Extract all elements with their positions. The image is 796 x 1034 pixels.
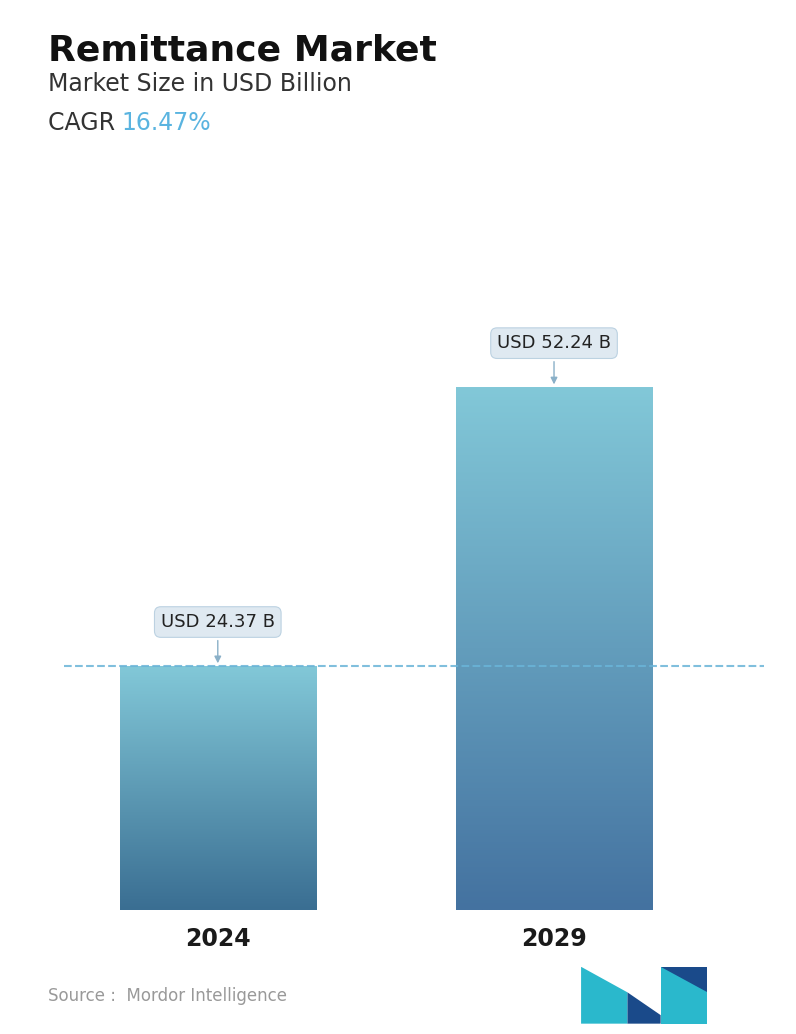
Text: USD 52.24 B: USD 52.24 B [497, 334, 611, 383]
Polygon shape [661, 967, 707, 993]
Text: Market Size in USD Billion: Market Size in USD Billion [48, 72, 352, 96]
Text: USD 24.37 B: USD 24.37 B [161, 613, 275, 662]
Polygon shape [581, 967, 627, 1024]
Polygon shape [627, 993, 661, 1024]
Text: 16.47%: 16.47% [122, 111, 212, 134]
Text: CAGR: CAGR [48, 111, 130, 134]
Text: Remittance Market: Remittance Market [48, 33, 437, 67]
Polygon shape [661, 967, 707, 1024]
Text: Source :  Mordor Intelligence: Source : Mordor Intelligence [48, 987, 287, 1005]
